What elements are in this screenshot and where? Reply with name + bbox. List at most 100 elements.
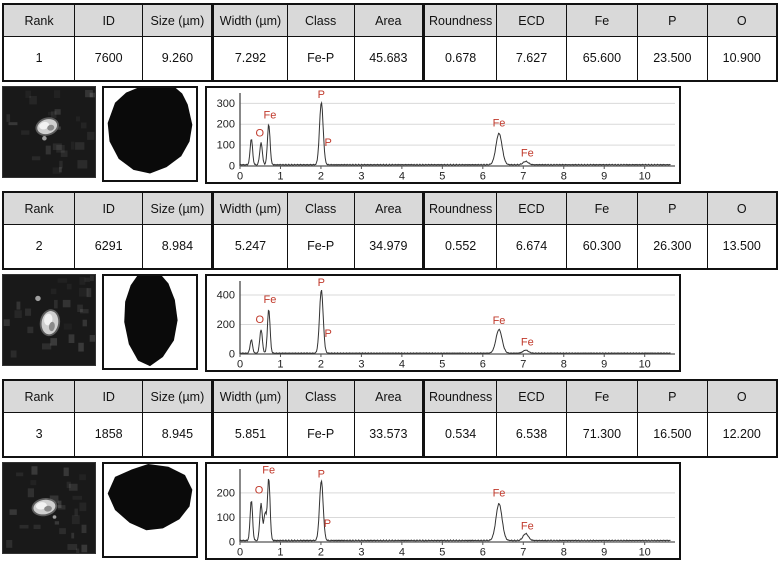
eds-spectrum-chart: 0 100 200 0 1 2 3 4 5 6 7 8 9 10 O Fe P P Fe Fe bbox=[205, 462, 681, 560]
column-header: ECD bbox=[497, 381, 566, 413]
table-column: Width (µm) 5.247 bbox=[214, 193, 287, 268]
column-header: Width (µm) bbox=[214, 193, 287, 225]
sem-particle-image bbox=[2, 274, 96, 366]
peak-label: O bbox=[256, 314, 265, 326]
svg-text:6: 6 bbox=[480, 171, 486, 183]
table-group: Roundness 0.534 ECD 6.538 Fe 71.300 P 16.500 O 12… bbox=[422, 379, 778, 458]
column-header: P bbox=[638, 193, 707, 225]
table-column: Roundness 0.552 bbox=[424, 193, 497, 268]
table-column: Fe 65.600 bbox=[565, 5, 638, 80]
column-header: Class bbox=[287, 193, 354, 225]
column-header: Area bbox=[354, 5, 422, 37]
table-group: Roundness 0.678 ECD 7.627 Fe 65.600 P 23.500 O 10… bbox=[422, 3, 778, 82]
svg-text:6: 6 bbox=[480, 547, 486, 559]
cell-value: 65.600 bbox=[566, 37, 638, 80]
table-column: Class Fe-P bbox=[286, 5, 354, 80]
peak-label: Fe bbox=[521, 521, 534, 533]
column-header: Fe bbox=[566, 381, 638, 413]
table-column: Area 34.979 bbox=[353, 193, 422, 268]
cell-value: 2 bbox=[4, 225, 75, 268]
svg-text:4: 4 bbox=[399, 171, 405, 183]
svg-text:10: 10 bbox=[639, 171, 651, 183]
peak-label: O bbox=[255, 484, 264, 496]
table-column: P 16.500 bbox=[637, 381, 707, 456]
particle-block: Rank 2 ID 6291 Size (µm) 8.984 Width (µm) 5.247… bbox=[2, 191, 778, 374]
table-group: Width (µm) 7.292 Class Fe-P Area 45.683 bbox=[212, 3, 424, 82]
column-header: Area bbox=[354, 381, 422, 413]
svg-text:200: 200 bbox=[217, 119, 235, 131]
svg-text:5: 5 bbox=[439, 171, 445, 183]
svg-text:400: 400 bbox=[217, 290, 235, 302]
column-header: Rank bbox=[4, 193, 75, 225]
peak-label: P bbox=[318, 277, 325, 289]
svg-text:10: 10 bbox=[639, 359, 651, 371]
cell-value: 71.300 bbox=[566, 413, 638, 456]
column-header: Rank bbox=[4, 381, 75, 413]
cell-value: 6.538 bbox=[497, 413, 566, 456]
svg-text:9: 9 bbox=[601, 547, 607, 559]
cell-value: 8.945 bbox=[143, 413, 212, 456]
cell-value: 16.500 bbox=[638, 413, 707, 456]
column-header: Roundness bbox=[424, 5, 497, 37]
svg-text:9: 9 bbox=[601, 359, 607, 371]
column-header: ECD bbox=[497, 193, 566, 225]
table-column: O 12.200 bbox=[706, 381, 776, 456]
svg-text:0: 0 bbox=[237, 359, 243, 371]
table-column: Fe 71.300 bbox=[565, 381, 638, 456]
cell-value: 10.900 bbox=[707, 37, 776, 80]
peak-label: Fe bbox=[262, 465, 275, 477]
svg-text:2: 2 bbox=[318, 547, 324, 559]
table-group: Rank 1 ID 7600 Size (µm) 9.260 bbox=[2, 3, 214, 82]
cell-value: 33.573 bbox=[354, 413, 422, 456]
column-header: Width (µm) bbox=[214, 5, 287, 37]
table-column: ID 7600 bbox=[74, 5, 143, 80]
table-column: O 10.900 bbox=[706, 5, 776, 80]
peak-label: Fe bbox=[521, 148, 534, 160]
particle-info-table: Rank 2 ID 6291 Size (µm) 8.984 Width (µm) 5.247… bbox=[2, 191, 778, 270]
table-column: ECD 6.674 bbox=[496, 193, 566, 268]
column-header: Fe bbox=[566, 5, 638, 37]
cell-value: 3 bbox=[4, 413, 75, 456]
cell-value: 6291 bbox=[75, 225, 143, 268]
peak-label: Fe bbox=[264, 109, 277, 121]
cell-value: 0.534 bbox=[424, 413, 497, 456]
cell-value: 26.300 bbox=[638, 225, 707, 268]
column-header: Class bbox=[287, 381, 354, 413]
cell-value: 45.683 bbox=[354, 37, 422, 80]
column-header: Class bbox=[287, 5, 354, 37]
particle-block: Rank 1 ID 7600 Size (µm) 9.260 Width (µm) 7.292… bbox=[2, 3, 778, 186]
particle-info-table: Rank 3 ID 1858 Size (µm) 8.945 Width (µm) 5.851… bbox=[2, 379, 778, 458]
column-header: ID bbox=[75, 193, 143, 225]
binary-mask-image bbox=[102, 462, 198, 558]
peak-label: Fe bbox=[493, 488, 506, 500]
column-header: Roundness bbox=[424, 381, 497, 413]
cell-value: 0.678 bbox=[424, 37, 497, 80]
column-header: Roundness bbox=[424, 193, 497, 225]
table-column: Roundness 0.678 bbox=[424, 5, 497, 80]
cell-value: 7.627 bbox=[497, 37, 566, 80]
table-column: ECD 6.538 bbox=[496, 381, 566, 456]
table-group: Width (µm) 5.851 Class Fe-P Area 33.573 bbox=[212, 379, 424, 458]
cell-value: 60.300 bbox=[566, 225, 638, 268]
column-header: ID bbox=[75, 5, 143, 37]
peak-label: P bbox=[324, 518, 331, 530]
peak-label: P bbox=[325, 137, 332, 149]
svg-text:300: 300 bbox=[217, 98, 235, 110]
svg-text:3: 3 bbox=[358, 359, 364, 371]
table-column: Width (µm) 5.851 bbox=[214, 381, 287, 456]
svg-text:7: 7 bbox=[520, 547, 526, 559]
svg-text:200: 200 bbox=[217, 319, 235, 331]
cell-value: Fe-P bbox=[287, 225, 354, 268]
table-column: Class Fe-P bbox=[286, 381, 354, 456]
table-column: ID 6291 bbox=[74, 193, 143, 268]
peak-label: P bbox=[318, 89, 325, 101]
svg-text:0: 0 bbox=[237, 547, 243, 559]
svg-text:5: 5 bbox=[439, 359, 445, 371]
svg-text:3: 3 bbox=[358, 547, 364, 559]
cell-value: 5.851 bbox=[214, 413, 287, 456]
svg-text:8: 8 bbox=[561, 547, 567, 559]
table-group: Width (µm) 5.247 Class Fe-P Area 34.979 bbox=[212, 191, 424, 270]
table-column: Roundness 0.534 bbox=[424, 381, 497, 456]
table-column: P 23.500 bbox=[637, 5, 707, 80]
